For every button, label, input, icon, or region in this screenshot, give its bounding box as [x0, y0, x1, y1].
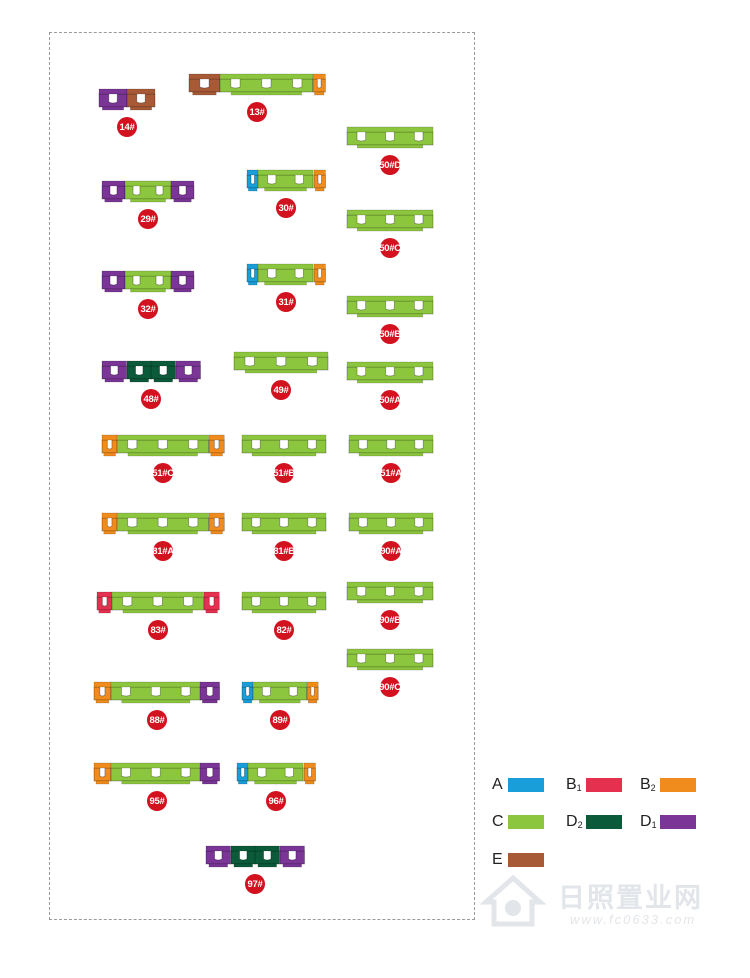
building-95no-	[93, 762, 221, 785]
building-number-badge: 90#A	[380, 541, 402, 561]
building-number-badge: 50#C	[379, 238, 401, 258]
building-number-badge: 90#B	[379, 610, 401, 630]
legend-swatch-a	[508, 778, 544, 792]
building-number-badge: 97#	[245, 874, 265, 894]
building-30no-	[246, 169, 326, 192]
building-number-badge: 81#A	[152, 541, 174, 561]
legend-swatch-e	[508, 853, 544, 867]
legend-label: C	[492, 813, 504, 830]
building-82no-	[241, 591, 327, 614]
building-number-badge: 90#C	[379, 677, 401, 697]
building-number-badge: 50#D	[379, 155, 401, 175]
building-number-badge: 88#	[147, 710, 167, 730]
building-29no-	[101, 180, 195, 203]
building-number-badge: 50#A	[379, 390, 401, 410]
building-50no-c	[346, 209, 434, 232]
building-83no-	[96, 591, 220, 614]
building-number-badge: 48#	[141, 389, 161, 409]
building-number-badge: 96#	[266, 791, 286, 811]
building-13no-	[188, 73, 326, 96]
building-number-badge: 50#B	[379, 324, 401, 344]
legend-label: B1	[566, 776, 582, 793]
building-number-badge: 51#C	[152, 463, 174, 483]
building-50no-b	[346, 295, 434, 318]
building-81no-a	[101, 512, 225, 535]
building-51no-c	[101, 434, 225, 457]
building-number-badge: 29#	[138, 209, 158, 229]
building-number-badge: 13#	[247, 102, 267, 122]
building-number-badge: 95#	[147, 791, 167, 811]
building-50no-d	[346, 126, 434, 149]
watermark-logo: 日照置业网 www.fc0633.com	[478, 872, 743, 932]
building-number-badge: 89#	[270, 710, 290, 730]
legend-label: B2	[640, 776, 656, 793]
legend-swatch-d1	[660, 815, 696, 829]
house-logo-icon	[479, 874, 547, 927]
building-number-badge: 83#	[148, 620, 168, 640]
legend-swatch-c	[508, 815, 544, 829]
building-90no-c	[346, 648, 434, 671]
building-number-badge: 82#	[274, 620, 294, 640]
building-number-badge: 49#	[271, 380, 291, 400]
building-31no-	[246, 263, 326, 286]
building-88no-	[93, 681, 221, 704]
building-81no-b	[241, 512, 327, 535]
building-96no-	[236, 762, 316, 785]
building-number-badge: 81#B	[273, 541, 295, 561]
building-51no-a	[348, 434, 434, 457]
building-number-badge: 30#	[276, 198, 296, 218]
legend-label: A	[492, 776, 503, 793]
legend-label: D1	[640, 813, 657, 830]
legend-swatch-b1	[586, 778, 622, 792]
building-14no-	[98, 88, 156, 111]
building-90no-b	[346, 581, 434, 604]
building-32no-	[101, 270, 195, 293]
building-number-badge: 51#B	[273, 463, 295, 483]
legend-label: E	[492, 851, 503, 868]
building-90no-a	[348, 512, 434, 535]
building-50no-a	[346, 361, 434, 384]
site-plan-frame	[49, 32, 475, 920]
building-number-badge: 32#	[138, 299, 158, 319]
watermark-site-url: www.fc0633.com	[570, 912, 697, 927]
building-51no-b	[241, 434, 327, 457]
building-49no-	[233, 351, 329, 374]
legend-swatch-b2	[660, 778, 696, 792]
building-97no-	[205, 845, 305, 868]
legend-swatch-d2	[586, 815, 622, 829]
building-number-badge: 14#	[117, 117, 137, 137]
building-number-badge: 31#	[276, 292, 296, 312]
building-number-badge: 51#A	[380, 463, 402, 483]
building-48no-	[101, 360, 201, 383]
watermark-site-name: 日照置业网	[558, 883, 703, 913]
building-89no-	[241, 681, 319, 704]
legend-label: D2	[566, 813, 583, 830]
